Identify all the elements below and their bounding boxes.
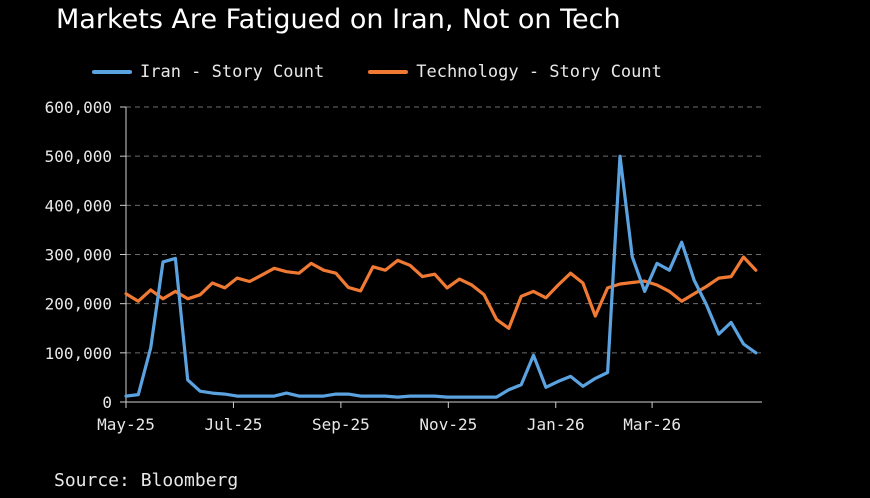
y-tick-label: 100,000 [45,344,112,363]
x-tick-label: Mar-26 [623,415,681,434]
series-line-technology [124,255,758,330]
y-tick-label: 600,000 [45,98,112,117]
x-tick-label: Nov-25 [419,415,477,434]
y-axis-ticks: 0 100,000 200,000 300,000 400,000 500,000 600,… [45,98,126,412]
legend-item-technology: Technology - Story Count [368,62,662,82]
grid-lines [126,106,762,354]
y-tick-label: 300,000 [45,246,112,265]
legend-swatch-technology [368,70,409,74]
x-tick-label: Jul-25 [205,415,263,434]
series-line-iran [124,154,758,399]
y-tick-label: 200,000 [45,295,112,314]
y-tick-label: 0 [102,393,112,412]
legend-label-iran: Iran - Story Count [140,62,325,82]
y-tick-label: 500,000 [45,147,112,166]
source-note: Source: Bloomberg [54,470,239,491]
x-tick-label: Jan-26 [527,415,585,434]
legend-item-iran: Iran - Story Count [92,62,324,82]
x-axis-ticks: May-25 Jul-25 Sep-25 Nov-25 Jan-26 Mar-26 [97,402,681,434]
legend-label-technology: Technology - Story Count [416,62,662,82]
y-tick-label: 400,000 [45,196,112,215]
series-lines [124,154,758,399]
legend-swatch-iran [92,70,132,74]
chart-title: Markets Are Fatigued on Iran, Not on Tec… [56,4,621,35]
x-tick-label: May-25 [97,415,155,434]
x-tick-label: Sep-25 [312,415,370,434]
chart-legend: Iran - Story Count Technology - Story Co… [92,62,706,82]
